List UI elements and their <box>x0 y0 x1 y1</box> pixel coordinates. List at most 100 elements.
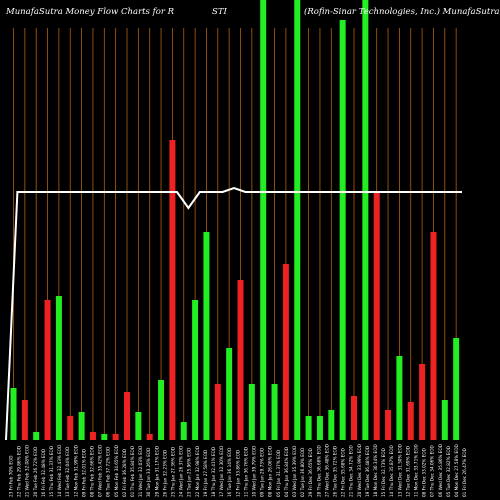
x-tick-label: 16 Fri Feb 32.48% EOD <box>41 449 46 497</box>
money-flow-bar <box>226 348 233 440</box>
money-flow-bar <box>203 232 210 440</box>
x-tick-label: 20 Tue Feb 26.72% EOD <box>33 447 38 497</box>
x-tick-label: 09 Fri Feb 32.01% EOD <box>81 449 86 497</box>
x-tick-label: 09 Tue Jan 29.73% EOD <box>260 448 265 497</box>
x-tick-label: 19 Tue Dec 36.48% EOD <box>365 446 370 497</box>
money-flow-bar <box>373 192 380 440</box>
money-flow-bar <box>305 416 312 440</box>
money-flow-bar <box>328 410 335 440</box>
header-left-text: MunafaSutra Money Flow Charts for R <box>5 7 175 17</box>
x-tick-label: 07 Thu Dec 34.06% EOD <box>430 445 435 497</box>
money-flow-bar <box>282 264 289 440</box>
x-tick-label: 08 Fri Dec 33.02% EOD <box>422 448 427 497</box>
x-tick-label: 27 Wed Dec 36.48% EOD <box>324 444 329 497</box>
x-tick-label: 08 Thu Feb 32.66% EOD <box>90 446 95 497</box>
x-tick-label: 11 Mon Dec 33.71% EOD <box>414 444 419 497</box>
x-tick-label: 26 Fri Jan 32.23% EOD <box>162 450 167 497</box>
x-axis-tick-labels: 23 Fri Feb 70% EOD 22 Thu Feb 29.86% EOD 2… <box>9 444 468 497</box>
x-tick-label: 11 Thu Jan 36.76% EOD <box>243 447 248 497</box>
x-tick-label: 14 Thu Dec 35.87% EOD <box>389 445 394 497</box>
x-tick-label: 04 Mon Dec 27.58% EOD <box>454 444 459 497</box>
chart-header: MunafaSutra Money Flow Charts for R STI … <box>5 6 500 17</box>
x-tick-label: 13 Wed Dec 31.50% EOD <box>397 444 402 497</box>
x-tick-label: 04 Thu Jan 36.84% EOD <box>284 447 289 497</box>
money-flow-bar <box>78 412 85 440</box>
x-tick-label: 06 Wed Dec 35.86% EOD <box>438 444 443 497</box>
money-flow-bar <box>407 402 414 440</box>
x-tick-label: 18 Mon Dec 30.34% EOD <box>373 444 378 497</box>
x-tick-label: 30 Tue Jan 33.26% EOD <box>146 448 151 497</box>
money-flow-bar <box>10 388 17 440</box>
x-tick-label: 12 Tue Dec 31.69% EOD <box>405 446 410 497</box>
x-tick-label: 22 Mon Jan 32.98% EOD <box>195 446 200 497</box>
x-tick-label: 02 Fri Feb 36.28% EOD <box>122 449 127 497</box>
x-tick-label: 14 Wed Feb 32.43% EOD <box>57 445 62 497</box>
money-flow-bar <box>271 384 278 440</box>
x-tick-label: 05 Tue Dec 32.82% EOD <box>446 446 451 497</box>
x-tick-label: 18 Thu Jan 32.41% EOD <box>211 447 216 497</box>
x-tick-label: 13 Tue Feb 32.04% EOD <box>65 447 70 497</box>
x-tick-label: 23 Tue Jan 25.96% EOD <box>187 448 192 497</box>
x-tick-label: 03 Wed Jan 35.39% EOD <box>292 446 297 497</box>
money-flow-bar <box>101 434 108 440</box>
money-flow-bar <box>169 140 176 440</box>
money-flow-bar <box>419 364 426 440</box>
money-flow-bar <box>339 20 346 440</box>
money-flow-bar <box>135 412 142 440</box>
money-flow-bar <box>351 396 357 440</box>
money-flow-bar <box>214 384 221 440</box>
money-flow-bar <box>441 400 448 440</box>
money-flow-bar <box>294 0 301 440</box>
x-tick-label: 16 Tue Jan 36.14% EOD <box>227 448 232 497</box>
money-flow-bar <box>33 432 40 440</box>
money-flow-bar <box>316 416 323 440</box>
x-tick-label: 28 Thu Dec 36.68% EOD <box>316 445 321 497</box>
x-tick-label: 17 Wed Jan 32.30% EOD <box>219 446 224 497</box>
money-flow-bar <box>385 410 392 440</box>
money-flow-bar <box>192 300 199 440</box>
x-tick-label: 01 Thu Feb 35.84% EOD <box>130 446 135 497</box>
money-flow-line <box>5 186 462 441</box>
x-tick-label: 22 Fri Dec 35.68% EOD <box>341 448 346 497</box>
money-flow-bars <box>10 0 460 440</box>
header-ticker-text: STI <box>212 7 227 17</box>
x-tick-label: 23 Fri Feb 70% EOD <box>9 455 14 497</box>
x-tick-label: 07 Wed Feb 35.42% EOD <box>98 445 103 497</box>
x-tick-label: 06 Tue Feb 37.72% EOD <box>106 447 111 497</box>
x-tick-label: 10 Wed Jan 39.79% EOD <box>252 446 257 497</box>
money-flow-bar <box>396 356 403 440</box>
x-tick-label: 01 Fri Dec 26.47% EOD <box>462 448 467 497</box>
x-tick-label: 02 Tue Jan 36.80% EOD <box>300 448 305 497</box>
x-tick-label: 29 Mon Jan 31.17% EOD <box>154 446 159 497</box>
x-tick-label: 08 Mon Jan 26.06% EOD <box>268 446 273 497</box>
x-tick-label: 15 Thu Feb 31.37% EOD <box>49 446 54 497</box>
money-flow-bar <box>89 432 96 440</box>
money-flow-bar <box>21 400 28 440</box>
x-tick-label: 29 Fri Dec 36.65% EOD <box>308 448 313 497</box>
x-tick-label: 05 Fri Jan 31.37% EOD <box>276 450 281 497</box>
money-flow-bar <box>430 232 437 440</box>
money-flow-bar <box>146 434 153 440</box>
x-tick-label: 20 Wed Dec 33.99% EOD <box>357 444 362 497</box>
x-tick-label: 21 Thu Dec 34.72% EOD <box>349 445 354 497</box>
money-flow-bar <box>362 0 369 440</box>
x-tick-label: 25 Thu Jan 27.36% EOD <box>171 447 176 497</box>
x-tick-label: 05 Mon Feb 34.65% EOD <box>114 445 119 497</box>
money-flow-bar <box>124 392 130 440</box>
money-flow-bar <box>112 434 119 440</box>
money-flow-bar <box>67 416 74 440</box>
money-flow-bar <box>55 296 62 440</box>
money-flow-bar <box>158 380 165 440</box>
x-tick-label: 31 Wed Jan 32.03% EOD <box>138 446 143 497</box>
x-tick-label: 12 Mon Feb 31.99% EOD <box>73 445 78 497</box>
x-tick-label: 19 Fri Jan 27.58% EOD <box>203 450 208 497</box>
x-tick-label: 15 Fri Dec 32.73% EOD <box>381 448 386 497</box>
x-tick-label: 12 Fri Jan 33.86% EOD <box>235 450 240 497</box>
x-tick-label: 21 Wed Feb 32.08% EOD <box>25 445 30 497</box>
money-flow-bar <box>453 338 460 440</box>
x-tick-label: 26 Tue Dec 35.72% EOD <box>333 446 338 497</box>
money-flow-bar <box>44 300 51 440</box>
money-flow-bar <box>260 0 267 440</box>
money-flow-bar <box>248 384 255 440</box>
